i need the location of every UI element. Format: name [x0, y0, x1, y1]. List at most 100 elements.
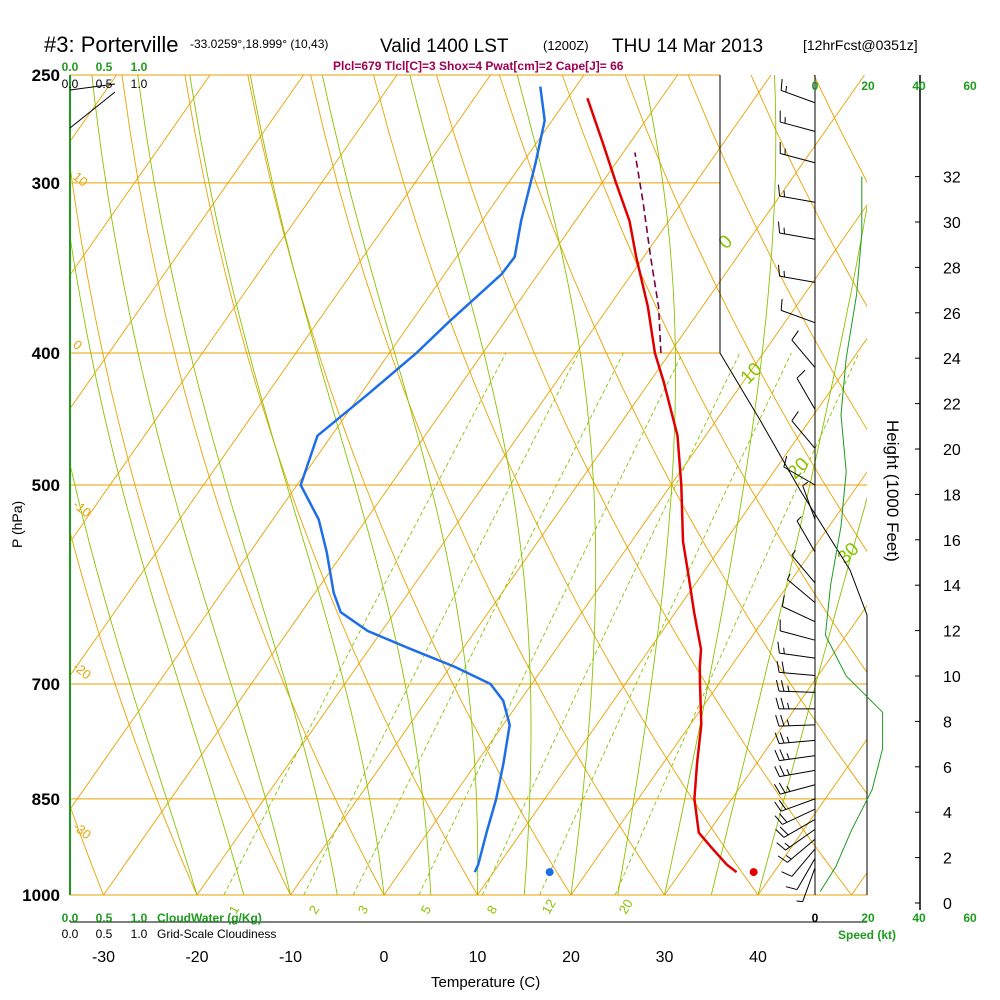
isotherm-line [664, 604, 867, 895]
wind-barb-flag [774, 784, 781, 795]
cloudiness-tick-bottom: 0.5 [96, 927, 113, 941]
pressure-tick-label: 1000 [22, 886, 60, 905]
height-tick-label: 0 [943, 896, 952, 913]
moist-adiabat-lines [70, 75, 867, 895]
wind-barb-half-flag [785, 85, 788, 93]
wind-barb [779, 619, 816, 641]
wind-barb-flag [778, 184, 781, 197]
wind-barb [774, 808, 816, 825]
wind-barb [796, 369, 816, 410]
moist-adiabat-line [137, 75, 338, 895]
sounding-profiles [299, 86, 758, 877]
wind-barb-flag [781, 661, 785, 673]
station-title: #3: Porterville [44, 32, 179, 57]
cloudwater-tick-top: 0.0 [62, 60, 79, 74]
temperature-tick-labels: -30 -20 -10 0 10 20 30 40 [92, 949, 767, 966]
surface-temperature-point [749, 868, 758, 877]
wind-barb [778, 184, 816, 203]
pressure-tick-labels: 250 300 400 500 700 850 1000 [22, 66, 60, 905]
moist-adiabat-line [710, 204, 867, 895]
wind-barb-flag [778, 782, 786, 794]
height-tick-label: 2 [943, 851, 952, 868]
cloudiness-tick-bottom: 0.0 [62, 927, 79, 941]
speed-tick-bottom: 0 [812, 911, 819, 925]
wind-barb-half-flag [786, 719, 790, 726]
isobar-lines [70, 74, 867, 896]
temperature-tick-label: -30 [92, 949, 115, 966]
wind-barb-staff [791, 555, 816, 584]
height-tick-label: 8 [943, 714, 952, 731]
wind-barb [776, 828, 816, 851]
wind-barb [774, 782, 816, 795]
y2-axis-title: Height (1000 Feet) [883, 420, 902, 562]
wind-barb [779, 110, 816, 132]
wind-barb [777, 838, 816, 863]
wind-barb-staff [779, 652, 816, 659]
wind-barb-staff [779, 769, 816, 778]
height-tick-label: 32 [943, 170, 961, 187]
height-tick-label: 24 [943, 351, 961, 368]
wind-barb-flag [777, 855, 788, 863]
pressure-tick-label: 250 [32, 66, 60, 85]
pressure-tick-label: 500 [32, 476, 60, 495]
wind-barb [791, 550, 816, 584]
dry-adiabat-line [0, 75, 10, 895]
wind-barb-half-flag [786, 753, 790, 760]
wind-barb-staff [787, 579, 816, 604]
dry-adiabat-line [624, 75, 867, 553]
dry-adiabat-line [436, 75, 852, 895]
wind-barb-flag [779, 765, 785, 776]
wind-barb-staff [791, 339, 816, 368]
height-tick-label: 12 [943, 624, 961, 641]
temperature-tick-label: 30 [656, 949, 674, 966]
temperature-tick-label: 0 [380, 949, 389, 966]
wind-barb-staff [779, 755, 816, 762]
x-axis-title: Temperature (C) [431, 974, 540, 991]
height-tick-label: 16 [943, 533, 961, 550]
speed-tick-bottom: 60 [963, 911, 977, 925]
wind-barb-staff [782, 808, 816, 825]
wind-barb [791, 411, 816, 449]
cloudwater-tick-bottom: 1.0 [131, 911, 148, 925]
wind-barb [774, 749, 816, 762]
wind-barb [781, 595, 816, 623]
cloudiness-tick-top: 0.5 [96, 77, 113, 91]
wind-barb-half-flag [796, 900, 803, 903]
surface-dewpoint-point [545, 868, 554, 877]
speed-tick-top: 20 [861, 79, 875, 93]
wind-speed-curve [819, 176, 884, 892]
wind-barb [775, 818, 816, 838]
wind-barb-staff [779, 275, 816, 283]
cloudiness-tick-bottom: 1.0 [131, 927, 148, 941]
wind-barb-staff [779, 724, 816, 727]
wind-barb [785, 858, 816, 891]
wind-barb-flag [775, 829, 785, 838]
wind-barb [796, 516, 816, 553]
wind-barb-staff [779, 232, 816, 240]
mixing-ratio-label: 12 [539, 896, 559, 916]
height-tick-label: 28 [943, 260, 961, 277]
wind-barb [781, 848, 816, 877]
mixing-ratio-label: 5 [418, 903, 435, 917]
height-tick-label: 14 [943, 578, 961, 595]
wind-barb-flag [778, 221, 781, 234]
pressure-tick-label: 400 [32, 344, 60, 363]
dry-adiabat-line [310, 75, 665, 895]
wind-barb-staff [779, 671, 816, 677]
wind-profile-boundary [719, 75, 868, 895]
moist-adiabat-line [249, 75, 432, 895]
moist-adiabat-line [516, 75, 597, 895]
height-tick-label: 10 [943, 669, 961, 686]
wind-barb-staff [796, 377, 816, 410]
temperature-tick-label: 40 [749, 949, 767, 966]
wind-barb-flag [780, 714, 785, 727]
wind-barb-half-flag [791, 550, 796, 556]
moist-adiabat-line [664, 75, 777, 895]
speed-tick-top: 40 [912, 79, 926, 93]
wind-barb [775, 714, 816, 727]
height-tick-label: 26 [943, 306, 961, 323]
cloudiness-tick-top: 1.0 [131, 77, 148, 91]
cloudiness-indicator-line [69, 91, 116, 129]
mixing-ratio-label: 3 [355, 903, 372, 917]
wind-barb-flag [796, 369, 806, 379]
